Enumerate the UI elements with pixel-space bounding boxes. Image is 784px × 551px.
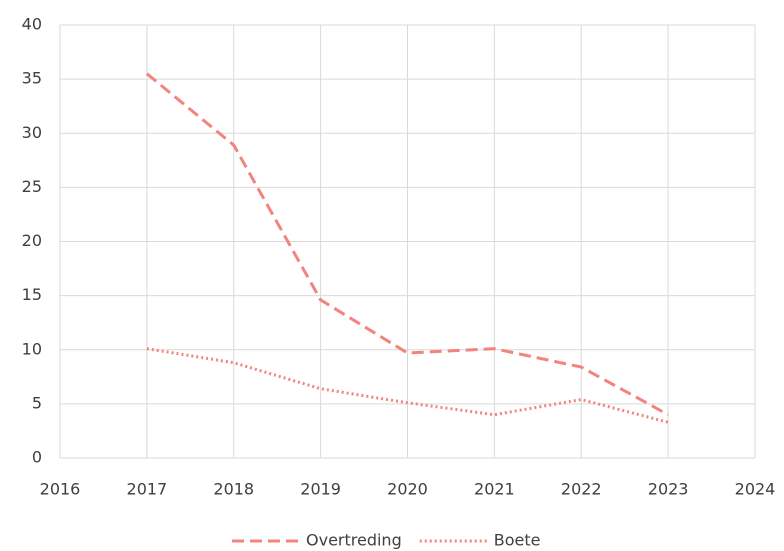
x-tick-label: 2024 bbox=[735, 480, 776, 499]
x-tick-label: 2016 bbox=[40, 480, 81, 499]
line-series bbox=[146, 347, 669, 424]
x-tick-label: 2018 bbox=[213, 480, 254, 499]
y-tick-label: 10 bbox=[22, 339, 42, 358]
x-tick-label: 2021 bbox=[474, 480, 515, 499]
y-tick-label: 25 bbox=[22, 177, 42, 196]
y-tick-label: 0 bbox=[32, 448, 42, 467]
y-tick-label: 35 bbox=[22, 69, 42, 88]
y-tick-label: 20 bbox=[22, 231, 42, 250]
x-tick-label: 2020 bbox=[387, 480, 428, 499]
x-tick-label: 2017 bbox=[127, 480, 168, 499]
legend-label: Boete bbox=[494, 531, 541, 550]
y-tick-label: 15 bbox=[22, 285, 42, 304]
x-tick-label: 2022 bbox=[561, 480, 602, 499]
legend-label: Overtreding bbox=[306, 531, 402, 550]
x-tick-label: 2023 bbox=[648, 480, 689, 499]
y-tick-label: 5 bbox=[32, 393, 42, 412]
y-tick-label: 40 bbox=[22, 15, 42, 34]
x-tick-label: 2019 bbox=[300, 480, 341, 499]
line-series bbox=[145, 72, 669, 417]
y-tick-label: 30 bbox=[22, 123, 42, 142]
